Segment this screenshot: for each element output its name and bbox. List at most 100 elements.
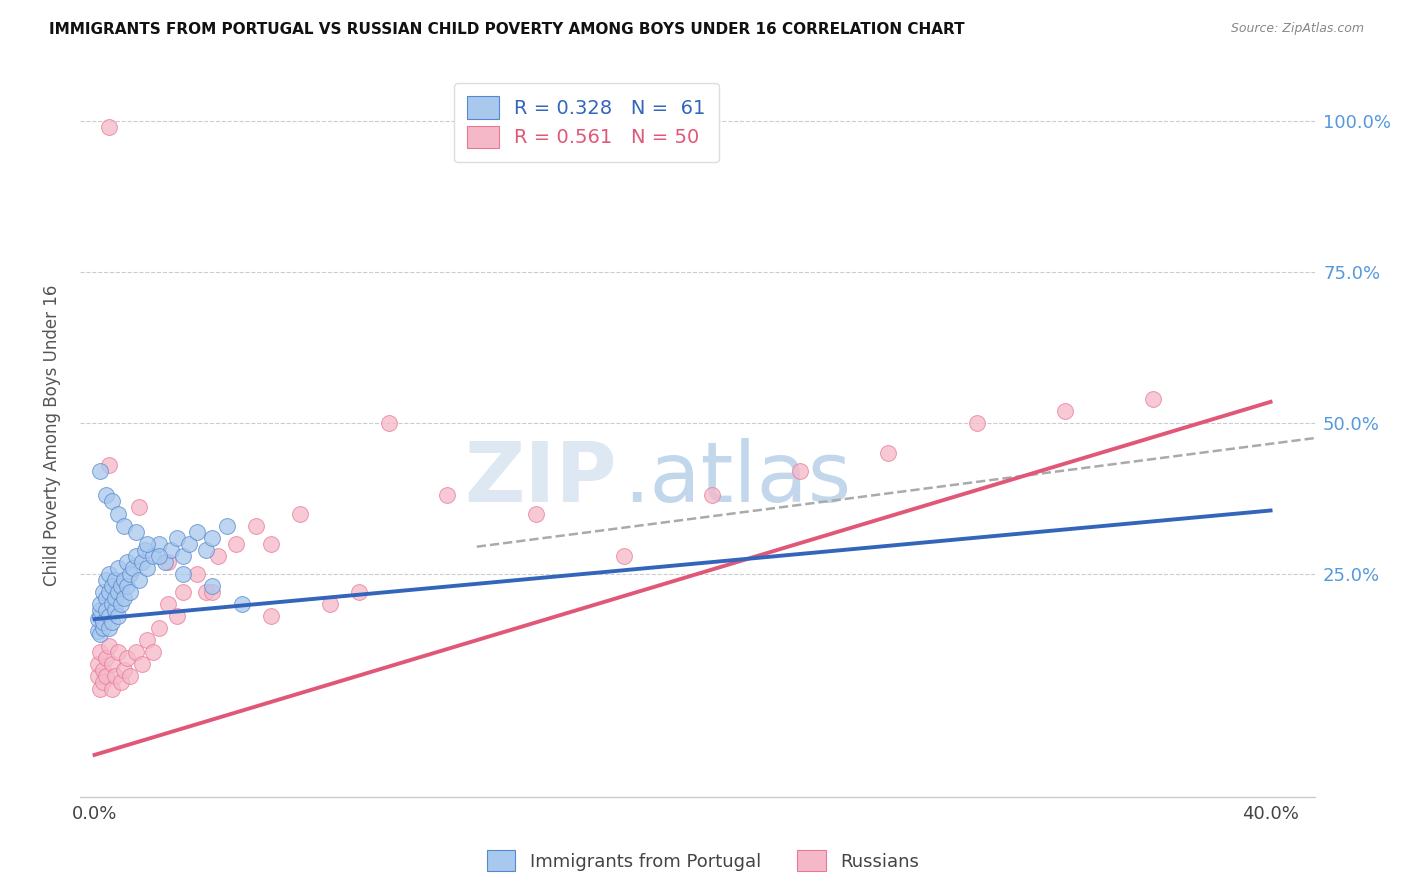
Point xyxy=(160,542,183,557)
Point xyxy=(98,566,121,581)
Point xyxy=(136,561,159,575)
Text: .atlas: .atlas xyxy=(623,438,852,519)
Legend: R = 0.328   N =  61, R = 0.561   N = 50: R = 0.328 N = 61, R = 0.561 N = 50 xyxy=(454,83,718,161)
Point xyxy=(1142,392,1164,406)
Point xyxy=(186,566,208,581)
Point xyxy=(347,585,370,599)
Point xyxy=(86,624,108,639)
Point xyxy=(186,524,208,539)
Point xyxy=(125,645,148,659)
Point xyxy=(104,573,127,587)
Point xyxy=(101,681,124,696)
Point xyxy=(96,669,118,683)
Point xyxy=(107,507,129,521)
Point xyxy=(98,585,121,599)
Point xyxy=(136,537,159,551)
Point xyxy=(134,542,156,557)
Point xyxy=(93,615,115,629)
Point xyxy=(201,531,224,545)
Point xyxy=(877,446,900,460)
Point xyxy=(104,591,127,605)
Point xyxy=(436,488,458,502)
Point xyxy=(89,681,111,696)
Text: Source: ZipAtlas.com: Source: ZipAtlas.com xyxy=(1230,22,1364,36)
Point xyxy=(96,651,118,665)
Point xyxy=(172,549,194,563)
Point xyxy=(112,591,135,605)
Point xyxy=(260,537,283,551)
Y-axis label: Child Poverty Among Boys Under 16: Child Poverty Among Boys Under 16 xyxy=(44,285,60,586)
Point xyxy=(104,603,127,617)
Point xyxy=(115,579,138,593)
Text: ZIP: ZIP xyxy=(464,438,617,519)
Point xyxy=(115,651,138,665)
Point xyxy=(104,669,127,683)
Point xyxy=(96,603,118,617)
Point xyxy=(118,669,141,683)
Point xyxy=(112,518,135,533)
Point xyxy=(115,555,138,569)
Point xyxy=(245,518,267,533)
Point xyxy=(136,633,159,648)
Point xyxy=(118,566,141,581)
Point xyxy=(966,416,988,430)
Point xyxy=(260,609,283,624)
Point xyxy=(98,458,121,473)
Point xyxy=(157,555,180,569)
Point xyxy=(118,585,141,599)
Point xyxy=(93,675,115,690)
Point xyxy=(225,537,247,551)
Point xyxy=(231,597,253,611)
Point xyxy=(153,555,176,569)
Point xyxy=(166,609,188,624)
Point xyxy=(93,585,115,599)
Point xyxy=(98,120,121,135)
Point xyxy=(93,664,115,678)
Point xyxy=(128,500,150,515)
Point xyxy=(195,542,218,557)
Point xyxy=(125,549,148,563)
Point xyxy=(142,645,165,659)
Point xyxy=(215,518,238,533)
Text: IMMIGRANTS FROM PORTUGAL VS RUSSIAN CHILD POVERTY AMONG BOYS UNDER 16 CORRELATIO: IMMIGRANTS FROM PORTUGAL VS RUSSIAN CHIL… xyxy=(49,22,965,37)
Point xyxy=(789,464,811,478)
Point xyxy=(107,609,129,624)
Point xyxy=(101,615,124,629)
Point xyxy=(172,566,194,581)
Point xyxy=(86,669,108,683)
Point xyxy=(96,573,118,587)
Point xyxy=(166,531,188,545)
Point xyxy=(98,609,121,624)
Point xyxy=(131,657,153,672)
Point xyxy=(157,597,180,611)
Point xyxy=(107,561,129,575)
Point xyxy=(377,416,399,430)
Point xyxy=(319,597,342,611)
Point xyxy=(110,597,132,611)
Point xyxy=(96,488,118,502)
Point xyxy=(89,609,111,624)
Point xyxy=(86,657,108,672)
Point xyxy=(177,537,200,551)
Point xyxy=(148,621,170,635)
Point xyxy=(98,640,121,654)
Point xyxy=(201,579,224,593)
Point xyxy=(290,507,312,521)
Point xyxy=(131,555,153,569)
Point xyxy=(101,597,124,611)
Point xyxy=(1053,404,1076,418)
Point xyxy=(86,612,108,626)
Point xyxy=(107,645,129,659)
Point xyxy=(89,603,111,617)
Point xyxy=(128,573,150,587)
Point xyxy=(148,549,170,563)
Point xyxy=(613,549,636,563)
Point xyxy=(195,585,218,599)
Legend: Immigrants from Portugal, Russians: Immigrants from Portugal, Russians xyxy=(479,843,927,879)
Point xyxy=(89,464,111,478)
Point xyxy=(207,549,229,563)
Point xyxy=(101,579,124,593)
Point xyxy=(125,524,148,539)
Point xyxy=(89,597,111,611)
Point xyxy=(89,645,111,659)
